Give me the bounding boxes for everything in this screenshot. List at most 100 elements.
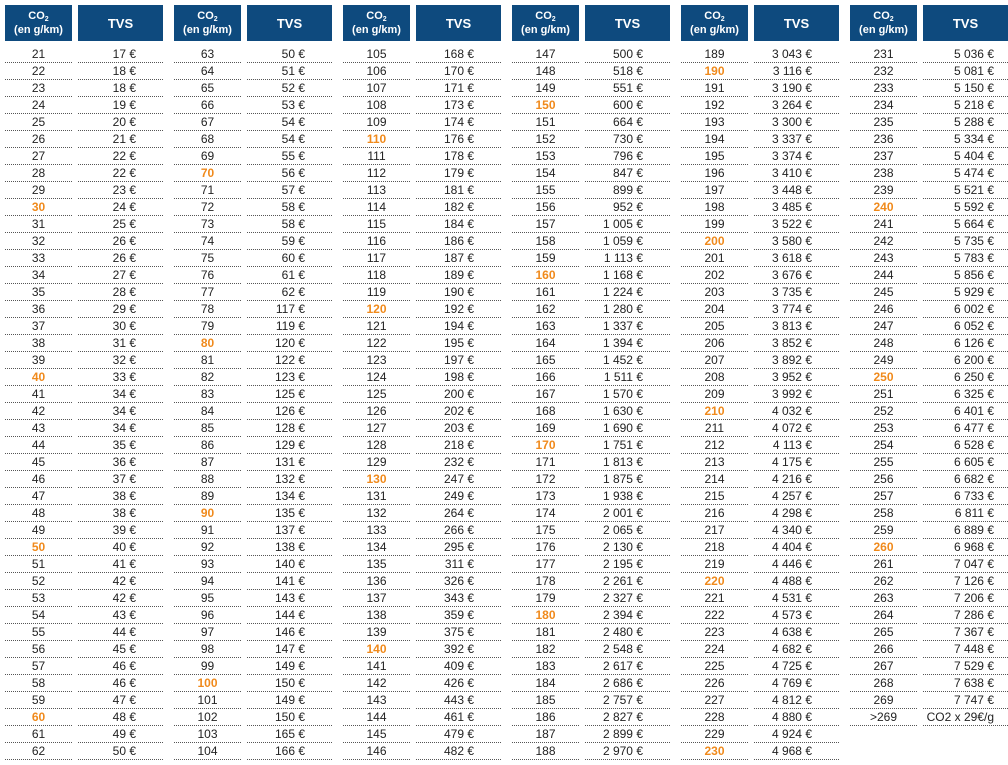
table-row: 115 184 € — [343, 216, 501, 233]
table-row: 136 326 € — [343, 573, 501, 590]
table-row: 113 181 € — [343, 182, 501, 199]
table-row: 43 34 € — [5, 420, 163, 437]
co2-cell: 99 — [174, 658, 241, 675]
tvs-cell: 60 € — [247, 250, 332, 267]
co2-cell: 234 — [850, 97, 917, 114]
table-row: 236 5 334 € — [850, 131, 1008, 148]
table-row: 84 126 € — [174, 403, 332, 420]
table-row: 165 1 452 € — [512, 352, 670, 369]
co2-header-unit: (en g/km) — [183, 23, 232, 36]
table-row: 198 3 485 € — [681, 199, 839, 216]
tvs-cell: 22 € — [78, 165, 163, 182]
table-row: 107 171 € — [343, 80, 501, 97]
table-header: CO2 (en g/km) TVS — [850, 5, 1008, 41]
table-body: 147 500 € 148 518 € 149 551 € 150 600 € 151 664 €… — [512, 46, 670, 760]
co2-cell: 130 — [343, 471, 410, 488]
co2-cell: 212 — [681, 437, 748, 454]
table-row: 119 190 € — [343, 284, 501, 301]
tvs-cell: 144 € — [247, 607, 332, 624]
table-row: 269 7 747 € — [850, 692, 1008, 709]
tvs-cell: 192 € — [416, 301, 501, 318]
tvs-column-header: TVS — [78, 5, 163, 41]
table-row: 155 899 € — [512, 182, 670, 199]
tvs-cell: 3 580 € — [754, 233, 839, 250]
table-row: 135 311 € — [343, 556, 501, 573]
co2-cell: 47 — [5, 488, 72, 505]
tvs-cell: 2 827 € — [585, 709, 670, 726]
co2-cell: 192 — [681, 97, 748, 114]
co2-cell: 243 — [850, 250, 917, 267]
table-row: 80 120 € — [174, 335, 332, 352]
tvs-cell: CO2 x 29€/g — [923, 709, 1008, 726]
co2-cell: 269 — [850, 692, 917, 709]
co2-cell: 90 — [174, 505, 241, 522]
tvs-cell: 7 747 € — [923, 692, 1008, 709]
co2-cell: 75 — [174, 250, 241, 267]
co2-cell: 211 — [681, 420, 748, 437]
co2-cell: 108 — [343, 97, 410, 114]
tvs-cell: 5 664 € — [923, 216, 1008, 233]
co2-cell: 119 — [343, 284, 410, 301]
tvs-cell: 44 € — [78, 624, 163, 641]
table-row: 60 48 € — [5, 709, 163, 726]
co2-cell: 59 — [5, 692, 72, 709]
co2-cell: 60 — [5, 709, 72, 726]
table-row: 268 7 638 € — [850, 675, 1008, 692]
table-row: 153 796 € — [512, 148, 670, 165]
co2-cell: 249 — [850, 352, 917, 369]
co2-cell: 222 — [681, 607, 748, 624]
table-row: 191 3 190 € — [681, 80, 839, 97]
table-row: 238 5 474 € — [850, 165, 1008, 182]
tvs-cell: 3 952 € — [754, 369, 839, 386]
co2-cell: 258 — [850, 505, 917, 522]
co2-cell: 207 — [681, 352, 748, 369]
tvs-cell: 150 € — [247, 709, 332, 726]
tvs-cell: 4 573 € — [754, 607, 839, 624]
table-row: 98 147 € — [174, 641, 332, 658]
table-row: 33 26 € — [5, 250, 163, 267]
tvs-cell: 150 € — [247, 675, 332, 692]
tvs-cell: 7 529 € — [923, 658, 1008, 675]
table-row: 148 518 € — [512, 63, 670, 80]
co2-cell: 78 — [174, 301, 241, 318]
table-row: 168 1 630 € — [512, 403, 670, 420]
table-row: 133 266 € — [343, 522, 501, 539]
table-row: 192 3 264 € — [681, 97, 839, 114]
co2-cell: 65 — [174, 80, 241, 97]
table-row: 230 4 968 € — [681, 743, 839, 760]
tvs-cell: 3 892 € — [754, 352, 839, 369]
tvs-cell: 1 452 € — [585, 352, 670, 369]
table-row: 62 50 € — [5, 743, 163, 760]
co2-cell: 215 — [681, 488, 748, 505]
tvs-cell: 7 638 € — [923, 675, 1008, 692]
co2-column-header: CO2 (en g/km) — [512, 5, 579, 41]
co2-cell: 25 — [5, 114, 72, 131]
co2-header-label: CO — [28, 9, 45, 22]
co2-cell: 156 — [512, 199, 579, 216]
tvs-cell: 5 081 € — [923, 63, 1008, 80]
table-group-6: CO2 (en g/km) TVS 231 5 036 €232 5 081 €233 5 … — [850, 5, 1008, 726]
tvs-cell: 3 735 € — [754, 284, 839, 301]
tvs-cell: 5 521 € — [923, 182, 1008, 199]
table-row: 210 4 032 € — [681, 403, 839, 420]
tvs-cell: 3 337 € — [754, 131, 839, 148]
co2-cell: 201 — [681, 250, 748, 267]
co2-cell: 160 — [512, 267, 579, 284]
tvs-cell: 53 € — [247, 97, 332, 114]
co2-cell: 187 — [512, 726, 579, 743]
tvs-cell: 135 € — [247, 505, 332, 522]
tvs-cell: 479 € — [416, 726, 501, 743]
table-row: 262 7 126 € — [850, 573, 1008, 590]
table-row: 239 5 521 € — [850, 182, 1008, 199]
co2-cell: 125 — [343, 386, 410, 403]
tvs-cell: 4 298 € — [754, 505, 839, 522]
table-row: 51 41 € — [5, 556, 163, 573]
table-row: 73 58 € — [174, 216, 332, 233]
tvs-cell: 174 € — [416, 114, 501, 131]
tvs-cell: 7 126 € — [923, 573, 1008, 590]
table-row: 28 22 € — [5, 165, 163, 182]
table-row: 181 2 480 € — [512, 624, 670, 641]
tvs-cell: 5 334 € — [923, 131, 1008, 148]
table-row: 27 22 € — [5, 148, 163, 165]
tvs-cell: 1 113 € — [585, 250, 670, 267]
